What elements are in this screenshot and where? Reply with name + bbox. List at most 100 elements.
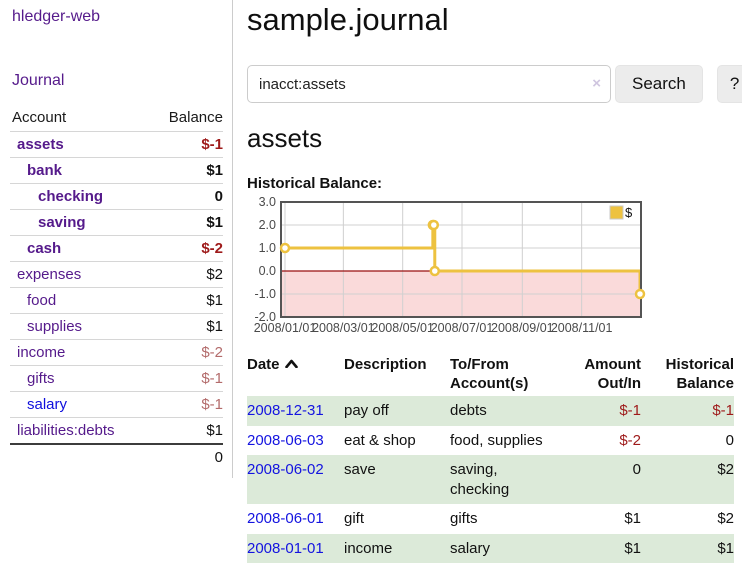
transaction-description: eat & shop xyxy=(344,431,416,449)
journal-link[interactable]: Journal xyxy=(12,72,65,89)
sidebar: hledger-web Journal Account Balance asse… xyxy=(0,0,233,478)
help-button[interactable]: ? xyxy=(716,65,742,103)
account-heading: assets xyxy=(247,123,323,153)
svg-text:2008/05/01: 2008/05/01 xyxy=(371,321,434,335)
page-title: sample.journal xyxy=(247,2,449,37)
accounts-total-row: 0 xyxy=(10,443,223,470)
account-row: supplies $1 xyxy=(10,313,223,340)
account-balance: $2 xyxy=(148,261,223,288)
register-header-description: Description xyxy=(344,356,427,373)
accounts-body: assets $-1 bank $1 checking 0 saving $1 cash $-2 e… xyxy=(10,131,223,444)
account-link[interactable]: checking xyxy=(38,188,104,205)
clear-search-icon[interactable]: × xyxy=(592,75,601,92)
search-button[interactable]: Search xyxy=(615,65,703,103)
transaction-row: 2008-12-31 pay off debts $-1 $-1 xyxy=(247,396,734,426)
transaction-row: 2008-06-01 gift gifts $1 $2 xyxy=(247,504,734,534)
historical-balance-chart: $3.0 2.0 1.0 0.0 -1.0 -2.0 2008/01/01 2008/03/0… xyxy=(247,197,736,339)
register-header-balance: Historical Balance xyxy=(665,356,734,393)
transaction-row: 2008-06-02 save saving, checking 0 $2 xyxy=(247,455,734,505)
svg-text:-2.0: -2.0 xyxy=(254,310,276,324)
transaction-description: pay off xyxy=(344,402,389,420)
transaction-date-link[interactable]: 2008-12-31 xyxy=(247,402,324,420)
account-link[interactable]: bank xyxy=(27,162,63,179)
transaction-balance: $-1 xyxy=(712,402,734,420)
register-header-account: To/From Account(s) xyxy=(450,356,529,393)
transaction-accounts: salary xyxy=(450,539,491,557)
account-balance: $1 xyxy=(148,157,223,184)
svg-text:2008/11/01: 2008/11/01 xyxy=(551,321,613,335)
account-row: assets $-1 xyxy=(10,131,223,158)
accounts-total-value: 0 xyxy=(148,443,223,470)
account-balance: $-1 xyxy=(148,131,223,158)
transaction-amount: $1 xyxy=(624,510,641,528)
register-body: 2008-12-31 pay off debts $-1 $-1 2008-06-03 ea… xyxy=(247,396,734,564)
app-title-link[interactable]: hledger-web xyxy=(12,8,101,25)
transaction-balance: $2 xyxy=(717,461,734,479)
account-balance: $-2 xyxy=(148,235,223,262)
account-row: expenses $2 xyxy=(10,261,223,288)
transaction-amount: $-2 xyxy=(619,431,641,449)
account-link[interactable]: salary xyxy=(27,396,68,413)
svg-text:0.0: 0.0 xyxy=(259,264,276,278)
account-row: income $-2 xyxy=(10,339,223,366)
svg-text:2008/01/01: 2008/01/01 xyxy=(254,321,317,335)
transaction-amount: $1 xyxy=(624,539,641,557)
register-header-date[interactable]: Date xyxy=(247,352,344,396)
transaction-accounts: debts xyxy=(450,402,487,420)
search-input-wrap: × xyxy=(247,65,611,103)
accounts-header-account: Account xyxy=(12,109,67,126)
svg-text:1.0: 1.0 xyxy=(259,241,276,255)
svg-text:2008/03/01: 2008/03/01 xyxy=(312,321,375,335)
transaction-accounts: gifts xyxy=(450,510,478,528)
account-link[interactable]: cash xyxy=(27,240,62,257)
account-link[interactable]: gifts xyxy=(27,370,55,387)
search-bar: × Search ? xyxy=(247,65,742,103)
account-link[interactable]: expenses xyxy=(17,266,82,283)
transaction-balance: $2 xyxy=(717,510,734,528)
account-balance: $-1 xyxy=(148,365,223,392)
account-row: checking 0 xyxy=(10,183,223,210)
accounts-header-balance: Balance xyxy=(168,109,223,126)
account-link[interactable]: supplies xyxy=(27,318,83,335)
transaction-description: gift xyxy=(344,510,365,528)
account-row: cash $-2 xyxy=(10,235,223,262)
search-input[interactable] xyxy=(247,65,611,103)
account-balance: $1 xyxy=(148,417,223,444)
transaction-accounts: saving, checking xyxy=(450,461,510,498)
account-balance: $1 xyxy=(148,287,223,314)
transaction-date-link[interactable]: 2008-06-02 xyxy=(247,461,324,479)
accounts-table: Account Balance assets $-1 bank $1 checking 0… xyxy=(10,109,223,470)
account-balance: $1 xyxy=(148,209,223,236)
transaction-balance: $1 xyxy=(717,539,734,557)
account-link[interactable]: food xyxy=(27,292,57,309)
account-link[interactable]: assets xyxy=(17,136,64,153)
svg-text:2008/09/01: 2008/09/01 xyxy=(491,321,554,335)
account-link[interactable]: saving xyxy=(38,214,86,231)
transaction-date-link[interactable]: 2008-01-01 xyxy=(247,539,324,557)
account-balance: 0 xyxy=(148,183,223,210)
main-content: sample.journal × Search ? assets Histori… xyxy=(233,0,742,564)
svg-text:$: $ xyxy=(625,205,633,220)
transaction-amount: $-1 xyxy=(619,402,641,420)
transaction-amount: 0 xyxy=(632,461,641,479)
account-row: salary $-1 xyxy=(10,391,223,418)
account-link[interactable]: liabilities:debts xyxy=(17,422,115,439)
register-table: Date Description To/From Account(s) Amou… xyxy=(247,352,734,564)
account-row: bank $1 xyxy=(10,157,223,184)
account-row: food $1 xyxy=(10,287,223,314)
account-row: saving $1 xyxy=(10,209,223,236)
transaction-date-link[interactable]: 2008-06-01 xyxy=(247,510,324,528)
account-row: gifts $-1 xyxy=(10,365,223,392)
account-row: liabilities:debts $1 xyxy=(10,417,223,444)
transaction-row: 2008-01-01 income salary $1 $1 xyxy=(247,533,734,564)
svg-text:3.0: 3.0 xyxy=(259,197,276,209)
svg-text:2.0: 2.0 xyxy=(259,218,276,232)
account-balance: $1 xyxy=(148,313,223,340)
account-link[interactable]: income xyxy=(17,344,66,361)
register-header-amount: Amount Out/In xyxy=(584,356,641,393)
svg-text:2008/07/01: 2008/07/01 xyxy=(431,321,494,335)
transaction-date-link[interactable]: 2008-06-03 xyxy=(247,431,324,449)
transaction-description: save xyxy=(344,461,376,479)
transaction-balance: 0 xyxy=(725,431,734,449)
sort-ascending-icon xyxy=(284,359,298,369)
